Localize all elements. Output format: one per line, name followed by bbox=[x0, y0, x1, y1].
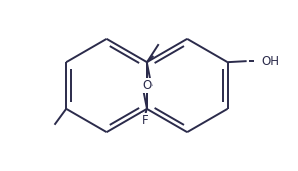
Text: O: O bbox=[142, 79, 151, 92]
Text: F: F bbox=[142, 114, 148, 127]
Text: OH: OH bbox=[261, 55, 280, 68]
